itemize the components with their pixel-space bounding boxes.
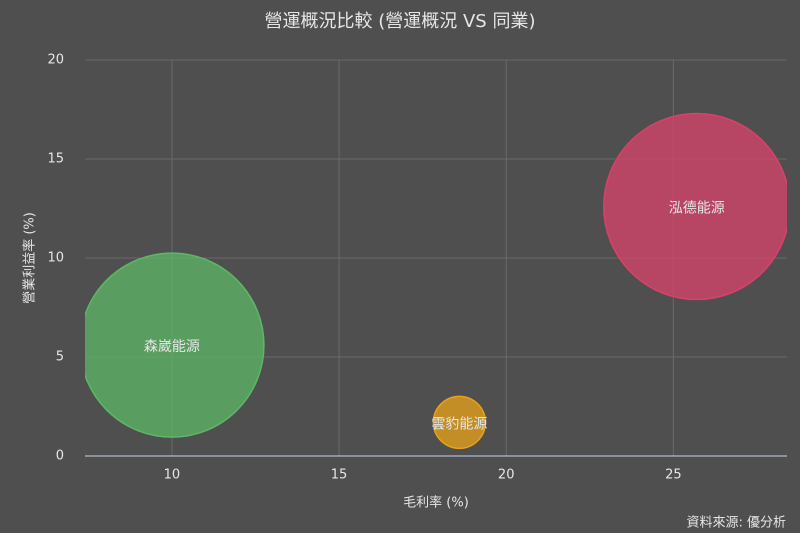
bubble-label: 森崴能源	[144, 339, 200, 355]
x-tick-label: 25	[665, 468, 682, 483]
y-axis-label: 營業利益率 (%)	[22, 212, 38, 304]
grid-layer: 0 5 10 15 20 10 15 20 25	[47, 53, 787, 483]
bubble	[603, 112, 787, 301]
x-axis-label: 毛利率 (%)	[403, 495, 469, 511]
bubble-label: 雲豹能源	[431, 416, 487, 432]
x-tick-label: 10	[164, 468, 181, 483]
y-tick-label: 15	[47, 152, 64, 167]
bubble-label: 泓德能源	[669, 201, 725, 217]
y-tick-label: 20	[47, 53, 64, 68]
source-note: 資料來源: 優分析	[686, 516, 786, 531]
y-tick-label: 10	[47, 251, 64, 266]
x-tick-label: 20	[498, 468, 515, 483]
bubble	[432, 395, 487, 450]
y-tick-label: 5	[56, 350, 64, 365]
y-tick-label: 0	[56, 449, 64, 464]
chart-title: 營運概況比較 (營運概況 VS 同業)	[265, 11, 536, 32]
x-tick-label: 15	[331, 468, 348, 483]
bubble	[85, 252, 265, 438]
